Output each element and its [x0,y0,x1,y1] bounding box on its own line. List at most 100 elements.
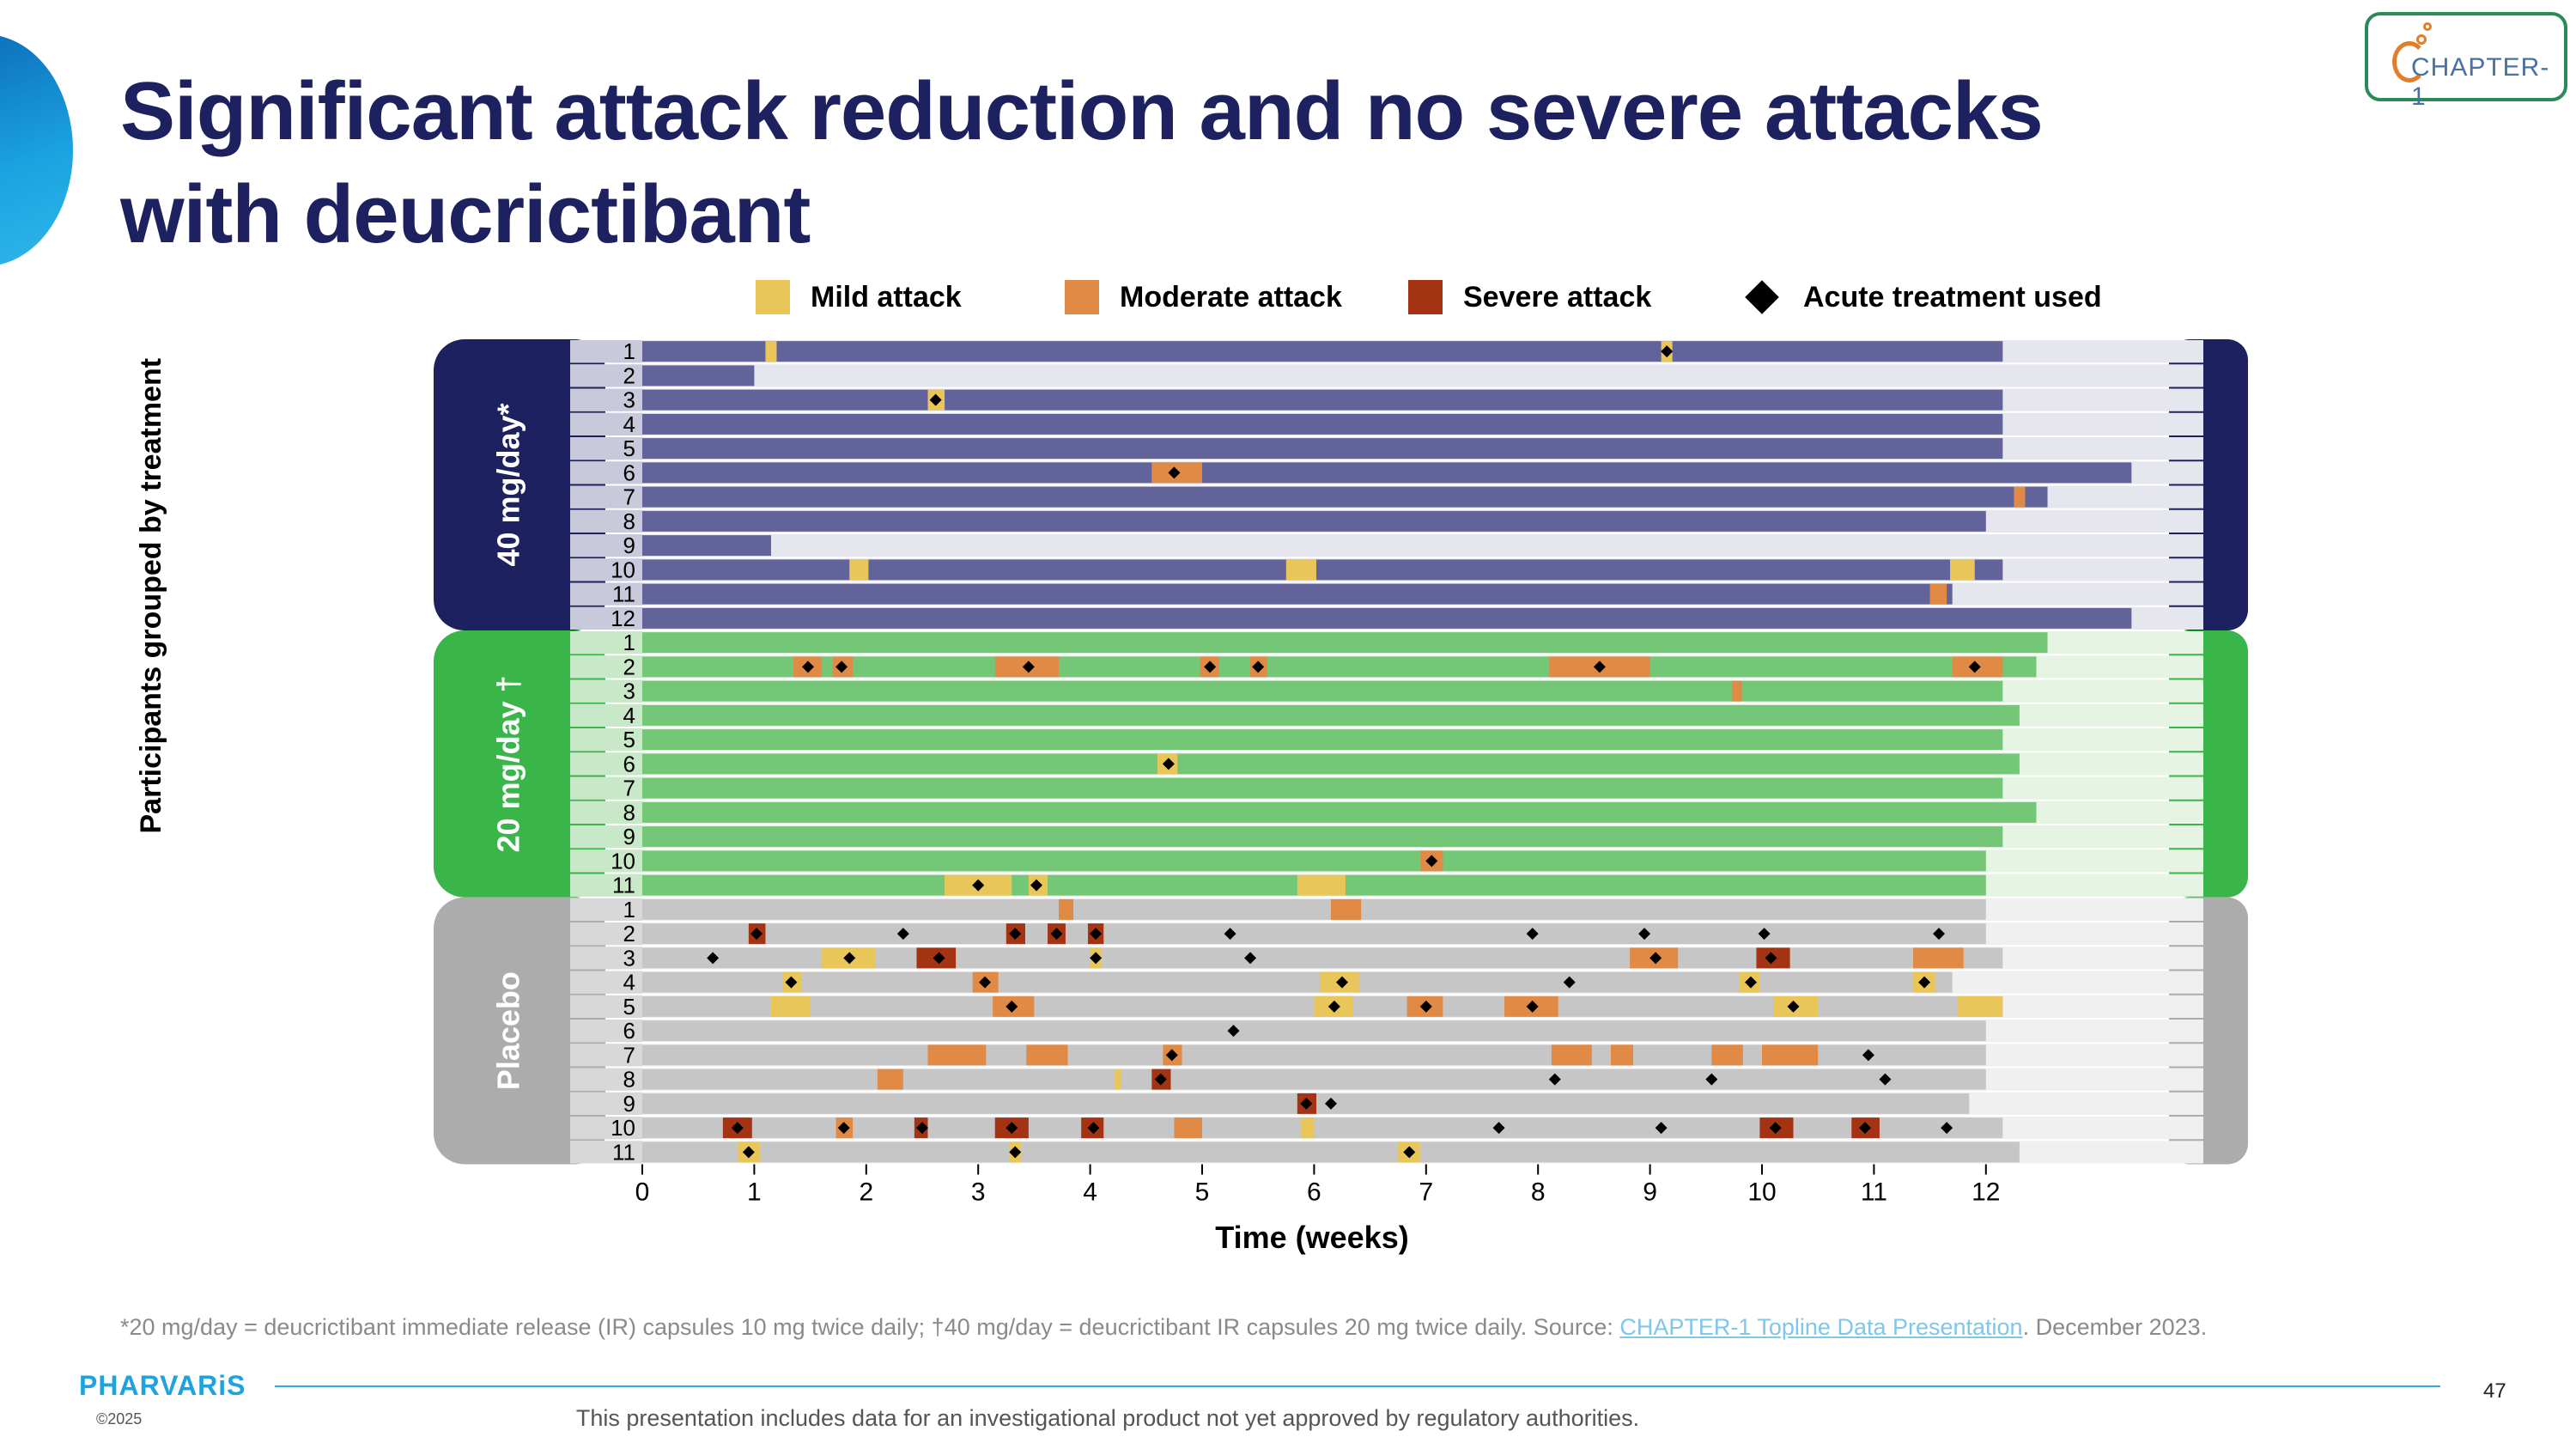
mild-attack [1958,995,2003,1017]
acute-treatment-marker [1087,1122,1100,1135]
row-id-cell [570,971,642,994]
row-id-cell [570,728,642,752]
mild-attack [770,995,811,1017]
acute-treatment-marker [1769,1122,1782,1135]
participant-bar [642,486,2048,508]
acute-treatment-marker [1324,1097,1337,1110]
logo-text: CHAPTER-1 [2411,53,2550,111]
participant-id: 8 [623,1067,635,1093]
participant-id: 1 [623,897,635,922]
participant-bar [642,535,771,557]
row-id-cell [570,1092,642,1115]
mild-attack [1300,1117,1315,1139]
participant-id: 5 [623,727,635,752]
x-tick-label: 12 [1971,1178,2000,1207]
acute-treatment-marker [1327,1000,1340,1013]
row-id-cell [570,509,642,533]
acute-treatment-marker [1563,976,1576,989]
acute-treatment-marker [1655,1122,1668,1135]
moderate-attack [877,1068,903,1090]
logo-c-mark [2392,41,2427,82]
acute-treatment-marker [1403,1146,1416,1159]
row-id-cell [570,825,642,849]
participant-id: 2 [623,654,635,679]
participant-id: 7 [623,1042,635,1068]
participant-id: 3 [623,945,635,971]
acute-treatment-marker [1526,1000,1539,1013]
x-tick-label: 2 [859,1178,873,1207]
group-label-panel [434,630,605,898]
legend-mild-label: Mild attack [811,280,962,314]
participant-id: 6 [623,1018,635,1044]
row-id-cell [570,655,642,679]
x-tick-label: 7 [1419,1178,1433,1207]
y-axis-label: Participants grouped by treatment [135,357,168,834]
acute-treatment-marker [1005,1000,1018,1013]
acute-treatment-marker [1162,758,1175,770]
mild-attack [1285,559,1317,581]
mild-attack [849,559,869,581]
legend-severe-label: Severe attack [1463,280,1652,314]
participant-bar [642,559,2003,581]
legend-severe-swatch [1408,280,1443,314]
x-tick-label: 8 [1531,1178,1546,1207]
source-link[interactable]: CHAPTER-1 Topline Data Presentation [1619,1314,2023,1340]
participant-bar [642,413,2003,435]
acute-treatment-marker [1787,1000,1800,1013]
acute-treatment-marker [1492,1122,1505,1135]
participant-id: 10 [611,1115,635,1141]
participant-bar [642,1020,1986,1042]
x-tick-label: 1 [747,1178,762,1207]
chapter-1-logo: CHAPTER-1 [2365,12,2567,111]
group-label-panel [434,897,605,1165]
x-tick-label: 0 [635,1178,650,1207]
acute-treatment-marker [750,928,763,941]
acute-treatment-marker [1933,928,1946,941]
x-axis-label: Time (weeks) [1215,1220,1409,1255]
acute-treatment-marker [1030,879,1043,892]
row-id-cell [570,898,642,921]
moderate-attack [1026,1044,1068,1066]
x-tick-label: 11 [1861,1178,1887,1207]
participant-id: 2 [623,921,635,947]
row-id-cell [570,534,642,557]
acute-treatment-marker [1765,952,1777,965]
participant-id: 6 [623,751,635,776]
participant-id: 5 [623,435,635,461]
footnote-tail: . December 2023. [2022,1314,2208,1340]
row-id-cell [570,679,642,703]
row-id-cell [570,437,642,460]
acute-treatment-marker [1548,1073,1561,1086]
moderate-attack [1059,898,1074,920]
acute-treatment-marker [929,393,942,406]
participant-bar [642,510,1986,532]
acute-treatment-marker [1336,976,1348,989]
participant-id: 5 [623,994,635,1020]
acute-treatment-marker [801,661,814,673]
participant-bar [642,680,2003,702]
acute-treatment-marker [1252,661,1265,673]
participant-bar [642,438,2003,460]
moderate-attack [1913,947,1964,969]
x-tick-label: 9 [1643,1178,1657,1207]
participant-bar [642,826,2003,848]
participant-bar [642,365,755,387]
legend-moderate-label: Moderate attack [1120,280,1342,314]
participant-id: 11 [612,873,635,898]
participant-id: 6 [623,460,635,485]
group-end-cap [2169,339,2248,630]
group-label: Placebo [491,971,526,1090]
acute-treatment-marker [837,1122,850,1135]
acute-treatment-marker [1419,1000,1432,1013]
participant-id: 9 [623,1091,635,1117]
moderate-attack [1731,680,1742,702]
participant-bar [642,583,1953,605]
group-label-panel [434,339,605,630]
group-label: 40 mg/day* [491,403,526,566]
moderate-attack [1551,1044,1592,1066]
acute-treatment-marker [1705,1073,1718,1086]
row-id-cell [570,849,642,873]
row-id-cell [570,1117,642,1140]
mild-attack [765,341,777,362]
participant-bar [642,1142,2020,1163]
